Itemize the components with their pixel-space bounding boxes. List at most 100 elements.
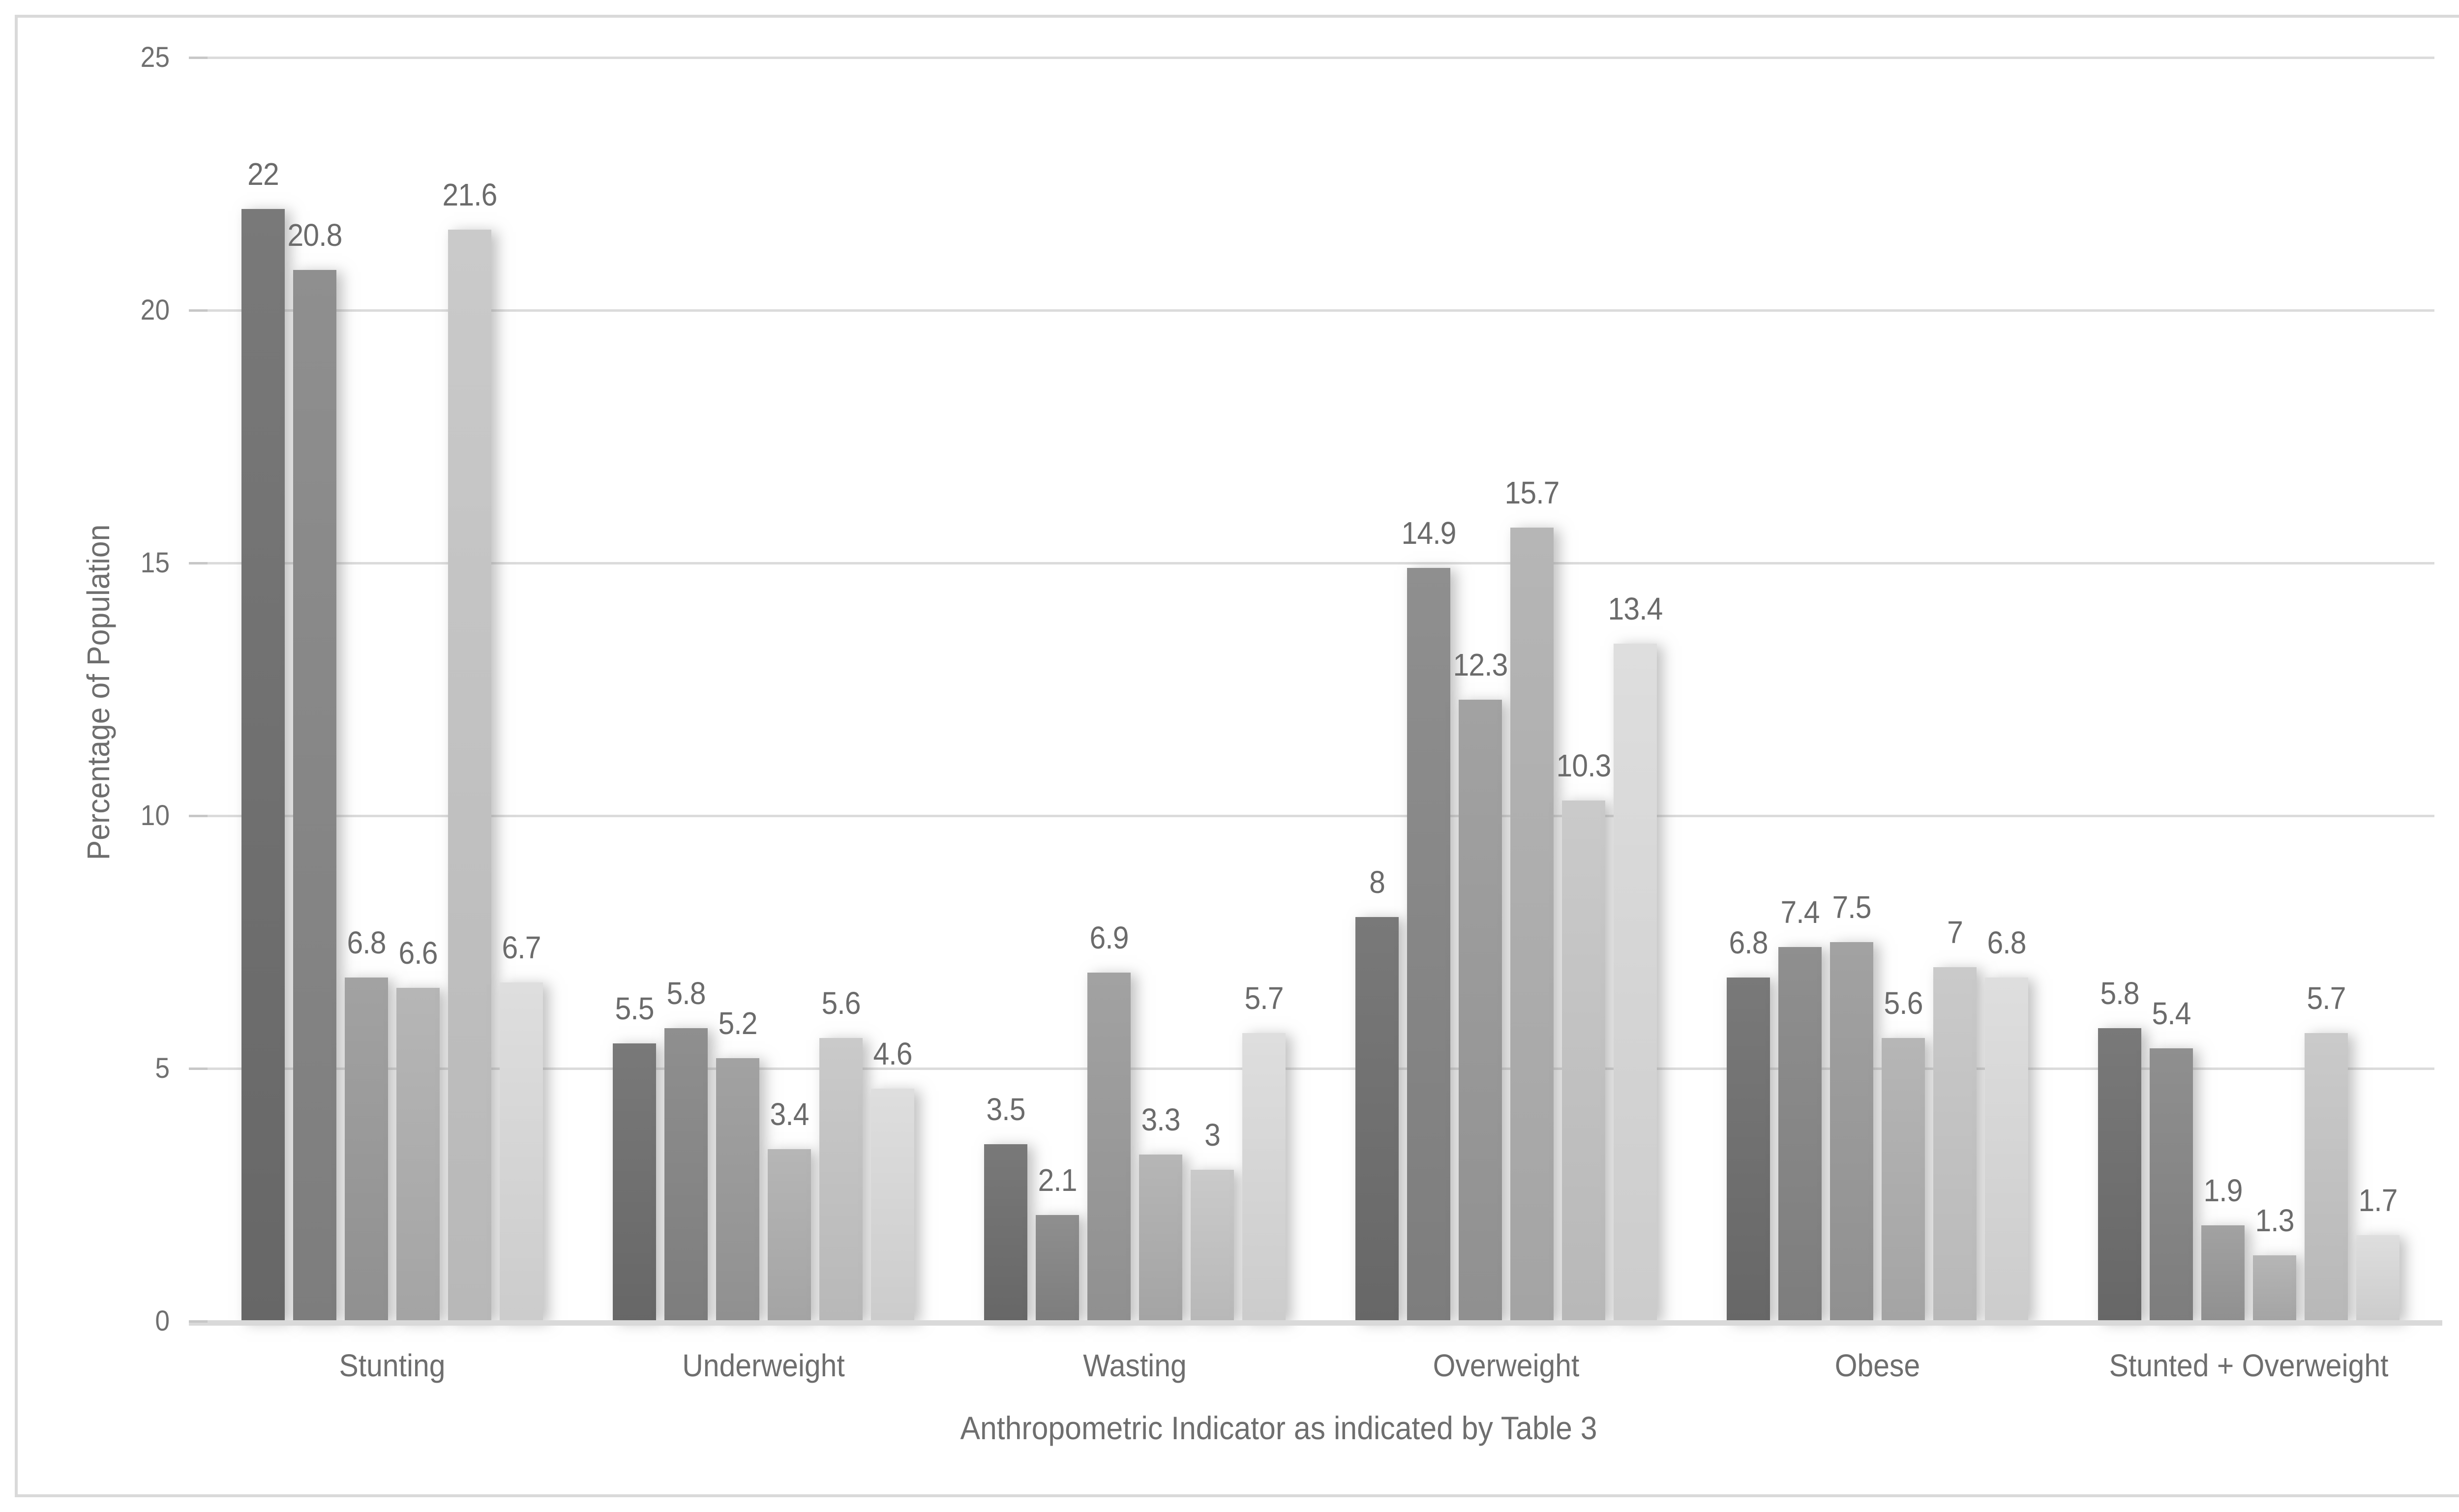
bar-wc-5yrs-stunting: [396, 987, 440, 1321]
bar-gtg-5yrs-overweight: [1459, 699, 1502, 1321]
bar-all-5yrs-wasting: [1242, 1033, 1286, 1321]
gridline-y-5: [207, 1067, 2434, 1070]
x-category-label: Stunting: [339, 1348, 446, 1383]
gridline-y-10: [207, 815, 2434, 817]
data-label: 8: [1369, 864, 1385, 900]
data-label: 6.8: [347, 924, 386, 960]
y-axis-title: Percentage of Population: [81, 524, 116, 860]
y-tick-label: 10: [140, 800, 170, 831]
y-tick-label: 15: [140, 547, 170, 579]
data-label: 13.4: [1608, 591, 1663, 627]
bar-gtg-5yrs-underweight: [716, 1058, 759, 1321]
data-label: 6.9: [1089, 919, 1129, 955]
y-tick-label: 5: [155, 1052, 170, 1084]
bar-wc-5yrs-underweight: [768, 1149, 811, 1321]
data-label: 14.9: [1401, 515, 1457, 551]
data-label: 2.1: [1038, 1162, 1077, 1198]
y-tick-label: 25: [140, 41, 170, 73]
data-label: 5.2: [718, 1006, 757, 1041]
bar-wc-5yrs-overweight: [1407, 568, 1450, 1321]
bar-gtg-5yrs-stunted-overweight: [2098, 1028, 2141, 1321]
data-label: 12.3: [1453, 647, 1508, 682]
bar-all-5yrs-overweight: [1562, 800, 1605, 1321]
bar-all-5yrs-obese: [1933, 967, 1977, 1321]
data-label: 5.8: [666, 975, 706, 1011]
bar-all-5yrs-wasting: [1191, 1169, 1234, 1321]
bar-gtg-5yrs-wasting: [984, 1144, 1027, 1321]
data-label: 15.7: [1504, 475, 1560, 511]
bar-gtg-5yrs-stunted-overweight: [2201, 1225, 2245, 1321]
bar-wc-5yrs-stunted-overweight: [2253, 1255, 2296, 1321]
y-tick-mark: [189, 1320, 208, 1323]
data-label: 5.5: [615, 990, 654, 1026]
y-tick-mark: [189, 57, 208, 59]
data-label: 1.3: [2255, 1203, 2294, 1239]
bar-gtg-5yrs-overweight: [1355, 917, 1399, 1321]
bar-all-5yrs-overweight: [1614, 644, 1657, 1321]
bar-gtg-5yrs-stunting: [345, 977, 388, 1321]
data-label: 5.6: [821, 985, 861, 1021]
gridline-y-20: [207, 309, 2434, 312]
data-label: 7: [1947, 915, 1963, 950]
bar-all-5yrs-stunting: [448, 229, 491, 1321]
data-label: 10.3: [1556, 748, 1612, 784]
bar-gtg-5yrs-obese: [1727, 977, 1770, 1321]
bar-all-5yrs-stunting: [500, 982, 543, 1321]
data-label: 21.6: [442, 177, 498, 212]
data-label: 5.7: [1244, 980, 1284, 1016]
gridline-y-15: [207, 562, 2434, 564]
data-label: 6.6: [398, 935, 438, 971]
bar-gtg-5yrs-underweight: [613, 1043, 656, 1321]
data-label: 1.7: [2358, 1183, 2398, 1218]
data-label: 3.3: [1141, 1101, 1180, 1137]
x-category-label: Stunted + Overweight: [2109, 1348, 2389, 1383]
bar-wc-5yrs-stunting: [293, 269, 336, 1321]
bar-wc-5yrs-underweight: [664, 1028, 708, 1321]
x-category-label: Wasting: [1083, 1348, 1187, 1383]
data-label: 6.8: [1729, 924, 1768, 960]
data-label: 6.7: [502, 930, 541, 966]
data-label: 5.8: [2100, 975, 2139, 1011]
data-label: 5.4: [2152, 995, 2191, 1031]
x-category-label: Underweight: [682, 1348, 845, 1383]
data-label: 4.6: [873, 1036, 912, 1072]
x-category-label: Overweight: [1433, 1348, 1580, 1383]
bar-wc-5yrs-stunted-overweight: [2150, 1048, 2193, 1321]
x-axis-title: Anthropometric Indicator as indicated by…: [960, 1410, 1597, 1446]
bar-all-5yrs-stunted-overweight: [2356, 1235, 2399, 1321]
data-label: 3.4: [770, 1097, 809, 1132]
bar-gtg-5yrs-stunting: [241, 209, 285, 1321]
x-category-label: Obese: [1834, 1348, 1920, 1383]
y-tick-mark: [189, 1067, 208, 1070]
bar-gtg-5yrs-wasting: [1087, 972, 1131, 1321]
bar-all-5yrs-underweight: [819, 1038, 863, 1321]
data-label: 7.5: [1832, 889, 1871, 925]
bar-gtg-5yrs-obese: [1830, 942, 1873, 1321]
bar-wc-5yrs-obese: [1778, 947, 1822, 1321]
y-tick-mark: [189, 309, 208, 312]
y-tick-mark: [189, 562, 208, 564]
y-tick-label: 0: [155, 1305, 170, 1337]
y-tick-mark: [189, 815, 208, 817]
bar-wc-5yrs-overweight: [1510, 528, 1554, 1321]
plot-area: 22 20.8 6.8 6.6 21.6 6.7 5.5 5.8 5.2 3.4 5.6 4.6 3.5…: [207, 57, 2434, 1321]
bar-wc-5yrs-wasting: [1139, 1154, 1182, 1321]
data-label: 20.8: [287, 217, 343, 253]
data-label: 7.4: [1780, 894, 1820, 930]
x-axis-line: [189, 1320, 2442, 1326]
bar-wc-5yrs-obese: [1882, 1038, 1925, 1321]
bar-all-5yrs-obese: [1985, 977, 2028, 1321]
bar-all-5yrs-stunted-overweight: [2305, 1033, 2348, 1321]
y-tick-label: 20: [140, 294, 170, 326]
data-label: 3: [1204, 1117, 1221, 1153]
data-label: 22: [247, 156, 279, 192]
data-label: 1.9: [2203, 1172, 2243, 1208]
data-label: 6.8: [1987, 924, 2026, 960]
data-label: 3.5: [986, 1092, 1025, 1127]
gridline-y-25: [207, 57, 2434, 59]
data-label: 5.6: [1884, 985, 1923, 1021]
data-label: 5.7: [2307, 980, 2346, 1016]
bar-all-5yrs-underweight: [871, 1089, 914, 1321]
chart-outer-border: [15, 15, 2459, 1497]
